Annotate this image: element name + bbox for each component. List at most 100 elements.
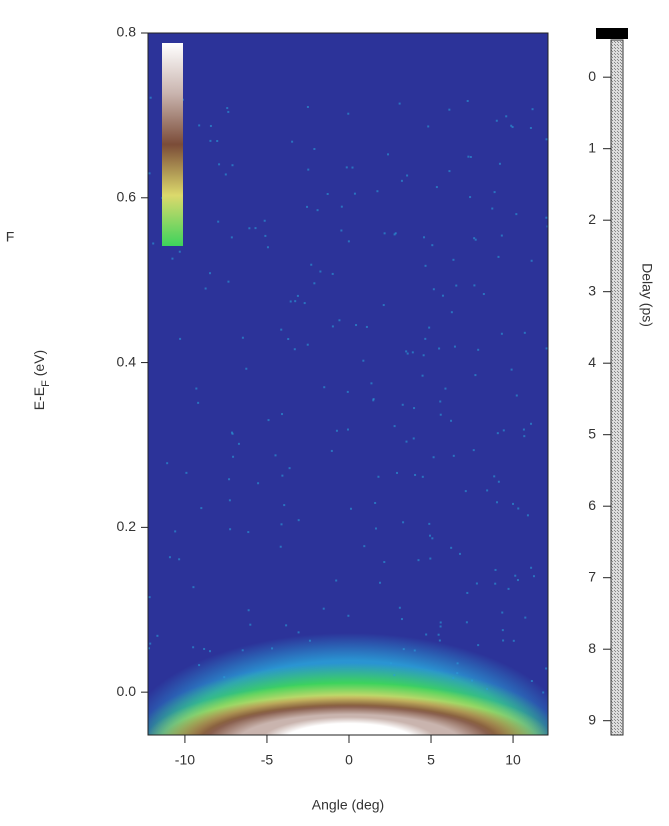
delay-tick-label: 0: [588, 68, 596, 84]
count-speck: [283, 504, 286, 507]
count-speck: [200, 507, 203, 510]
count-speck: [274, 454, 277, 457]
count-speck: [249, 623, 252, 626]
map-background: [148, 33, 548, 735]
count-speck: [387, 153, 390, 156]
count-speck: [156, 634, 159, 637]
count-speck: [406, 352, 409, 355]
count-speck: [545, 216, 548, 219]
count-speck: [500, 332, 503, 335]
count-speck: [501, 611, 504, 614]
y-tick-label: 0.6: [117, 188, 137, 204]
count-speck: [289, 300, 292, 303]
count-speck: [517, 507, 520, 510]
y-tick-label: 0.2: [117, 518, 137, 534]
count-speck: [542, 691, 545, 694]
count-speck: [530, 680, 533, 683]
count-speck: [267, 419, 270, 422]
count-speck: [438, 639, 441, 642]
count-speck: [412, 437, 415, 440]
count-speck: [469, 196, 472, 199]
count-speck: [216, 140, 219, 143]
count-speck: [363, 545, 366, 548]
count-speck: [435, 186, 438, 189]
count-speck: [402, 521, 405, 524]
count-speck: [523, 331, 526, 334]
count-speck: [524, 616, 527, 619]
count-speck: [507, 587, 510, 590]
count-speck: [474, 238, 477, 241]
count-speck: [466, 99, 469, 102]
count-speck: [223, 676, 226, 679]
count-speck: [247, 531, 250, 534]
y-tick-label: 0.8: [117, 24, 137, 40]
count-speck: [291, 140, 294, 143]
count-speck: [281, 413, 284, 416]
count-speck: [237, 442, 240, 445]
count-speck: [456, 672, 459, 675]
count-speck: [514, 574, 517, 577]
count-speck: [209, 272, 212, 275]
delay-tick-label: 8: [588, 640, 596, 656]
count-speck: [393, 425, 396, 428]
count-speck: [148, 647, 151, 650]
count-speck: [229, 528, 232, 531]
delay-tick-label: 6: [588, 497, 596, 513]
count-speck: [390, 662, 393, 665]
count-speck: [226, 107, 229, 110]
count-speck: [501, 629, 504, 632]
y-label-part: F: [40, 380, 52, 387]
count-speck: [456, 662, 459, 665]
count-speck: [204, 287, 207, 290]
count-speck: [307, 168, 310, 171]
delay-thumb[interactable]: [596, 28, 628, 39]
count-speck: [351, 166, 354, 169]
count-speck: [450, 311, 453, 314]
count-speck: [406, 174, 409, 177]
count-speck: [482, 293, 485, 296]
count-speck: [288, 467, 291, 470]
count-speck: [218, 163, 221, 166]
count-speck: [149, 642, 152, 645]
count-speck: [467, 155, 470, 158]
count-speck: [511, 126, 514, 129]
count-speck: [502, 639, 505, 642]
count-speck: [400, 618, 403, 621]
intensity-layer: [263, 717, 435, 735]
count-speck: [394, 232, 397, 235]
delay-track[interactable]: [610, 39, 624, 736]
count-speck: [323, 386, 326, 389]
count-speck: [466, 591, 469, 594]
count-speck: [340, 229, 343, 232]
count-speck: [340, 205, 343, 208]
count-speck: [493, 191, 496, 194]
side-fragment: F: [6, 229, 15, 245]
count-speck: [531, 108, 534, 111]
count-speck: [405, 440, 408, 443]
count-speck: [310, 263, 313, 266]
count-speck: [477, 348, 480, 351]
count-speck: [441, 294, 444, 297]
plot-frame: [147, 32, 549, 736]
count-speck: [179, 337, 182, 340]
count-speck: [402, 648, 405, 651]
count-speck: [428, 534, 431, 537]
count-speck: [217, 220, 220, 223]
count-speck: [497, 255, 500, 258]
count-speck: [227, 280, 230, 283]
count-speck: [431, 244, 434, 247]
count-speck: [313, 282, 316, 285]
count-speck: [438, 347, 441, 350]
count-speck: [526, 514, 529, 517]
count-speck: [372, 399, 375, 402]
x-tick-label: 5: [427, 752, 435, 768]
count-speck: [496, 432, 499, 435]
count-speck: [502, 429, 505, 432]
count-speck: [515, 394, 518, 397]
x-tick-label: -10: [175, 752, 195, 768]
count-speck: [546, 225, 548, 228]
count-speck: [149, 96, 152, 99]
count-speck: [448, 170, 451, 173]
y-label-part: E-E: [31, 387, 47, 410]
count-speck: [263, 219, 266, 222]
